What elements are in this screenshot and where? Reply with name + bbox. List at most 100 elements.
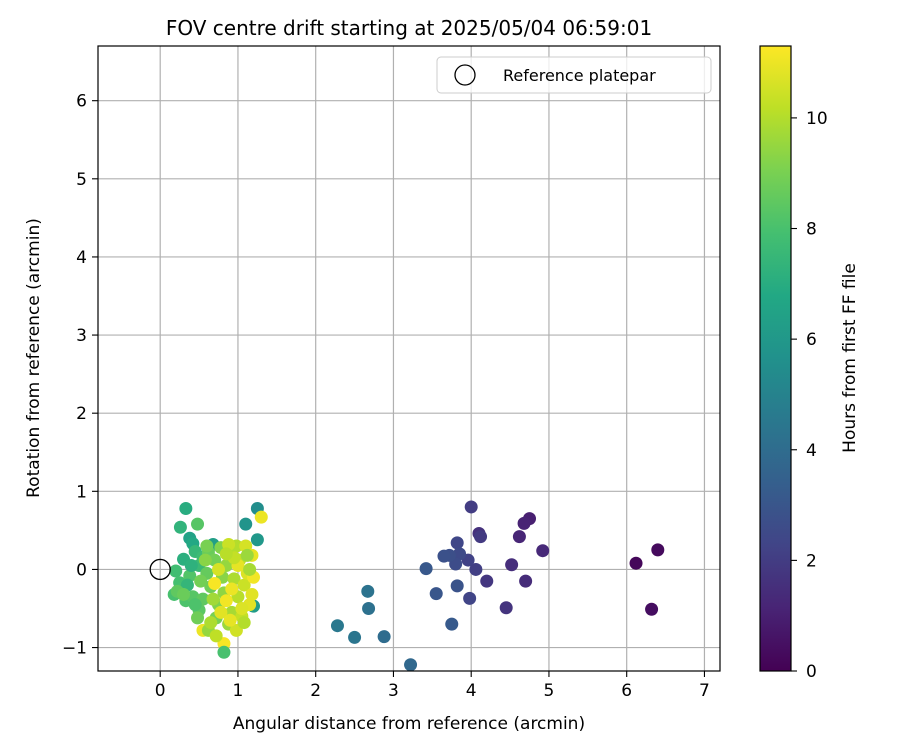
scatter-point	[208, 577, 222, 590]
y-tick-label: 2	[76, 404, 87, 424]
plot-frame	[97, 45, 721, 672]
scatter-point	[240, 548, 254, 562]
x-tick-label: 5	[544, 681, 555, 701]
scatter-point	[651, 543, 665, 557]
x-axis-ticks: 0 1 2 3 4 5 6 7	[155, 671, 710, 701]
scatter-point	[179, 502, 193, 515]
scatter-point	[362, 602, 376, 615]
scatter-point	[250, 533, 264, 547]
y-axis-label: Rotation from reference (arcmin)	[24, 218, 44, 498]
scatter-point	[173, 520, 187, 534]
scatter-point	[464, 500, 478, 514]
legend-box	[436, 56, 712, 94]
colorbar: 0 2 4 6 8 10 Hours from first FF file	[759, 45, 860, 682]
colorbar-tick-label: 2	[806, 551, 817, 571]
x-tick-label: 3	[388, 681, 399, 701]
scatter-point	[377, 630, 391, 644]
scatter-point	[450, 579, 464, 593]
scatter-point	[188, 598, 202, 612]
scatter-point	[245, 587, 259, 601]
scatter-point	[453, 547, 467, 561]
scatter-point	[404, 658, 418, 671]
colorbar-ticks: 0 2 4 6 8 10	[791, 109, 828, 682]
y-tick-label: −1	[62, 639, 87, 659]
colorbar-label: Hours from first FF file	[840, 263, 860, 453]
colorbar-tick-label: 4	[806, 441, 817, 461]
scatter-point	[214, 605, 228, 619]
y-tick-label: 6	[76, 92, 87, 112]
scatter-point	[177, 587, 191, 601]
scatter-point	[235, 602, 249, 615]
scatter-point	[194, 574, 208, 588]
scatter-point	[419, 562, 433, 576]
colorbar-gradient	[760, 46, 791, 671]
scatter-point	[499, 601, 513, 615]
reference-marker-layer	[149, 558, 171, 581]
y-tick-label: 4	[76, 248, 87, 268]
scatter-point	[469, 562, 483, 576]
scatter-point	[517, 516, 531, 530]
x-tick-label: 1	[233, 681, 244, 701]
scatter-point	[463, 591, 477, 605]
scatter-point	[480, 574, 494, 588]
scatter-point	[348, 630, 362, 644]
scatter-point	[191, 611, 205, 625]
legend-marker-open-circle-icon	[454, 64, 476, 86]
scatter-point	[505, 558, 519, 572]
colorbar-frame	[759, 45, 792, 672]
legend: Reference platepar	[436, 56, 712, 94]
scatter-point	[209, 629, 223, 643]
scatter-point	[243, 562, 257, 576]
x-tick-label: 7	[699, 681, 710, 701]
x-axis-label: Angular distance from reference (arcmin)	[233, 714, 585, 734]
scatter-point	[206, 592, 220, 606]
y-axis-ticks: −1 0 1 2 3 4 5 6	[62, 92, 98, 659]
scatter-point	[519, 574, 533, 588]
scatter-point	[330, 619, 344, 633]
scatter-point	[645, 602, 659, 616]
scatter-point	[361, 584, 375, 598]
scatter-point	[184, 559, 198, 573]
colorbar-tick-label: 8	[806, 220, 817, 240]
scatter-point	[169, 564, 183, 578]
scatter-point	[237, 616, 251, 630]
scatter-points	[167, 500, 665, 671]
y-tick-label: 1	[76, 482, 87, 502]
scatter-point	[437, 549, 451, 563]
reference-platepar-marker	[149, 558, 171, 581]
scatter-point	[219, 547, 233, 561]
x-tick-label: 2	[310, 681, 321, 701]
scatter-point	[191, 517, 205, 531]
scatter-point	[225, 582, 239, 596]
grid-lines	[98, 46, 720, 671]
scatter-point	[429, 587, 443, 601]
y-tick-label: 5	[76, 170, 87, 190]
scatter-point	[217, 645, 231, 659]
scatter-point	[629, 556, 643, 570]
scatter-point	[450, 536, 464, 550]
x-tick-label: 0	[155, 681, 166, 701]
scatter-point	[223, 613, 237, 627]
colorbar-tick-label: 0	[806, 662, 817, 682]
scatter-point	[204, 616, 218, 630]
colorbar-tick-label: 10	[806, 109, 828, 129]
scatter-point	[198, 553, 212, 567]
scatter-point	[200, 539, 214, 553]
scatter-point	[239, 517, 253, 531]
y-tick-label: 0	[76, 560, 87, 580]
legend-entry-reference-platepar: Reference platepar	[503, 66, 656, 85]
scatter-point	[254, 510, 268, 524]
scatter-point	[445, 617, 459, 631]
scatter-point	[227, 572, 241, 586]
y-tick-label: 3	[76, 326, 87, 346]
scatter-point	[219, 594, 233, 608]
scatter-point	[474, 530, 488, 544]
scatter-point	[536, 544, 550, 558]
scatter-point	[512, 530, 526, 544]
colorbar-tick-label: 6	[806, 330, 817, 350]
x-tick-label: 6	[621, 681, 632, 701]
chart-title: FOV centre drift starting at 2025/05/04 …	[166, 16, 652, 40]
scatter-point	[237, 578, 251, 592]
x-tick-label: 4	[466, 681, 477, 701]
